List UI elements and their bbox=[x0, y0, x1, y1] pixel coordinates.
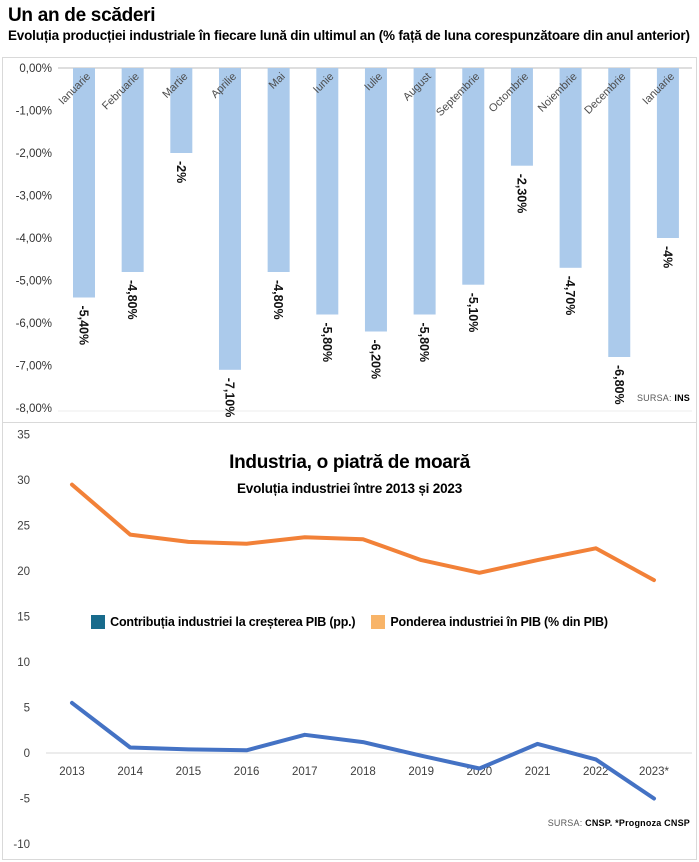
bar-value-label: -2,30% bbox=[514, 174, 528, 214]
legend-swatch-blue-icon bbox=[91, 615, 106, 629]
y-tick-label: -5,00% bbox=[16, 276, 52, 288]
bar bbox=[608, 68, 631, 357]
line-chart-title: Industria, o piatră de moară bbox=[229, 452, 470, 473]
legend-item-pondere: Ponderea industriei în PIB (% din PIB) bbox=[371, 615, 608, 629]
y-tick-label: -6,00% bbox=[16, 318, 52, 330]
bar-value-label: -5,80% bbox=[320, 323, 334, 363]
y-tick-label: -10 bbox=[13, 839, 30, 851]
x-tick-label: 2017 bbox=[292, 766, 318, 778]
page-title: Un an de scăderi bbox=[8, 5, 156, 26]
bar bbox=[218, 68, 241, 370]
bar-value-label: -6,80% bbox=[612, 365, 626, 405]
series-line bbox=[70, 700, 656, 801]
bar bbox=[316, 68, 339, 315]
x-tick-label: 2023* bbox=[639, 766, 670, 778]
x-tick-label: 2019 bbox=[408, 766, 434, 778]
source-name: CNSP bbox=[585, 818, 610, 828]
source-name: INS bbox=[674, 393, 690, 403]
legend: Contribuția industriei la creșterea PIB … bbox=[0, 615, 699, 629]
source-line: SURSA: CNSP. *Prognoza CNSP bbox=[548, 818, 690, 828]
y-tick-label: -1,00% bbox=[16, 106, 52, 118]
bar-value-label: -5,80% bbox=[417, 323, 431, 363]
source-prefix: SURSA: bbox=[636, 393, 675, 403]
series-line bbox=[70, 482, 656, 583]
line-chart-subtitle: Evoluția industriei între 2013 și 2023 bbox=[237, 481, 462, 496]
y-tick-label: 0,00% bbox=[19, 63, 52, 75]
legend-swatch-orange-icon bbox=[371, 615, 386, 629]
y-tick-label: -2,00% bbox=[16, 148, 52, 160]
y-tick-label: 35 bbox=[17, 430, 30, 442]
bar-value-label: -4,80% bbox=[271, 280, 285, 320]
y-tick-label: -8,00% bbox=[16, 403, 52, 415]
source-note: . *Prognoza CNSP bbox=[609, 818, 690, 828]
legend-item-contributie: Contribuția industriei la creșterea PIB … bbox=[91, 615, 356, 629]
x-tick-label: 2021 bbox=[525, 766, 551, 778]
y-tick-label: 25 bbox=[17, 521, 30, 533]
x-tick-label: 2022 bbox=[583, 766, 609, 778]
legend-label: Ponderea industriei în PIB (% din PIB) bbox=[390, 615, 608, 629]
panel-divider bbox=[2, 422, 696, 423]
y-tick-label: -3,00% bbox=[16, 191, 52, 203]
bar-value-label: -4% bbox=[660, 246, 674, 268]
bar bbox=[462, 68, 485, 285]
y-tick-label: -4,00% bbox=[16, 233, 52, 245]
y-tick-label: 20 bbox=[17, 566, 30, 578]
bar bbox=[510, 68, 533, 166]
bar-value-label: -5,10% bbox=[466, 293, 480, 333]
y-tick-label: 10 bbox=[17, 657, 30, 669]
bar-value-label: -7,10% bbox=[222, 378, 236, 418]
bar bbox=[267, 68, 290, 272]
x-tick-label: 2018 bbox=[350, 766, 376, 778]
page-subtitle: Evoluția producției industriale în fieca… bbox=[8, 27, 690, 43]
x-tick-label: 2013 bbox=[59, 766, 85, 778]
bar bbox=[656, 68, 679, 238]
source-prefix: SURSA: bbox=[547, 818, 586, 828]
bar-value-label: -6,20% bbox=[368, 340, 382, 380]
bar bbox=[73, 68, 95, 298]
y-tick-label: 5 bbox=[24, 703, 30, 715]
bar-value-label: -4,80% bbox=[125, 280, 139, 320]
bar-chart: 0,00% -1,00% -2,00% -3,00% -4,00% -5,00% -6,00… bbox=[16, 63, 692, 418]
bar bbox=[413, 68, 436, 315]
bar-value-label: -5,40% bbox=[77, 306, 91, 346]
y-tick-label: -5 bbox=[20, 794, 30, 806]
y-tick-label: 0 bbox=[24, 748, 30, 760]
bar bbox=[364, 68, 387, 332]
source-line: SURSA: INS bbox=[637, 393, 690, 403]
bar bbox=[121, 68, 144, 272]
bar bbox=[559, 68, 582, 268]
bar-value-label: -4,70% bbox=[563, 276, 577, 316]
y-tick-label: 30 bbox=[17, 475, 30, 487]
x-tick-label: 2014 bbox=[117, 766, 143, 778]
y-tick-label: 15 bbox=[17, 612, 30, 624]
bar-value-label: -2% bbox=[174, 161, 188, 183]
bar bbox=[170, 68, 193, 153]
header: Un an de scăderi Evoluția producției ind… bbox=[8, 4, 696, 45]
x-tick-label: 2015 bbox=[176, 766, 202, 778]
x-tick-label: 2016 bbox=[234, 766, 260, 778]
y-tick-label: -7,00% bbox=[16, 361, 52, 373]
legend-label: Contribuția industriei la creșterea PIB … bbox=[110, 615, 356, 629]
